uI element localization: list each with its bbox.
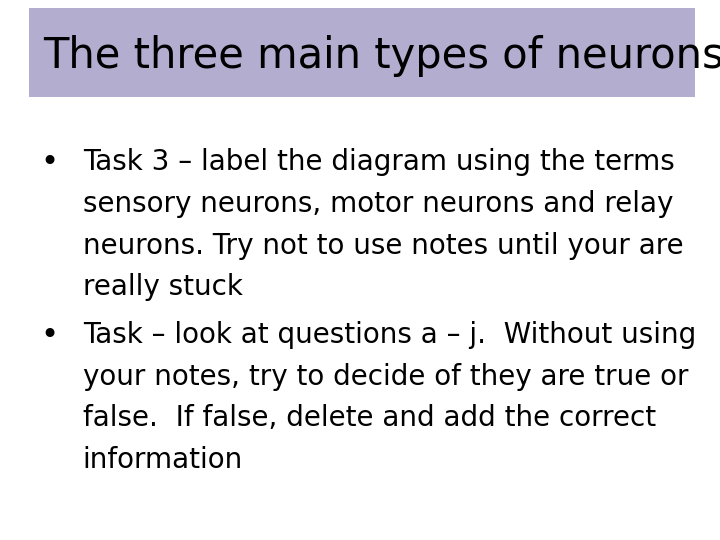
Text: really stuck: really stuck xyxy=(83,273,243,301)
Text: your notes, try to decide of they are true or: your notes, try to decide of they are tr… xyxy=(83,363,688,391)
Text: false.  If false, delete and add the correct: false. If false, delete and add the corr… xyxy=(83,404,656,433)
Text: Task 3 – label the diagram using the terms: Task 3 – label the diagram using the ter… xyxy=(83,148,675,177)
FancyBboxPatch shape xyxy=(29,8,695,97)
Text: •: • xyxy=(40,321,58,350)
Text: Task – look at questions a – j.  Without using: Task – look at questions a – j. Without … xyxy=(83,321,696,349)
Text: sensory neurons, motor neurons and relay: sensory neurons, motor neurons and relay xyxy=(83,190,673,218)
Text: The three main types of neurons: The three main types of neurons xyxy=(43,35,720,77)
Text: information: information xyxy=(83,446,243,474)
Text: •: • xyxy=(40,148,58,178)
Text: neurons. Try not to use notes until your are: neurons. Try not to use notes until your… xyxy=(83,232,683,260)
